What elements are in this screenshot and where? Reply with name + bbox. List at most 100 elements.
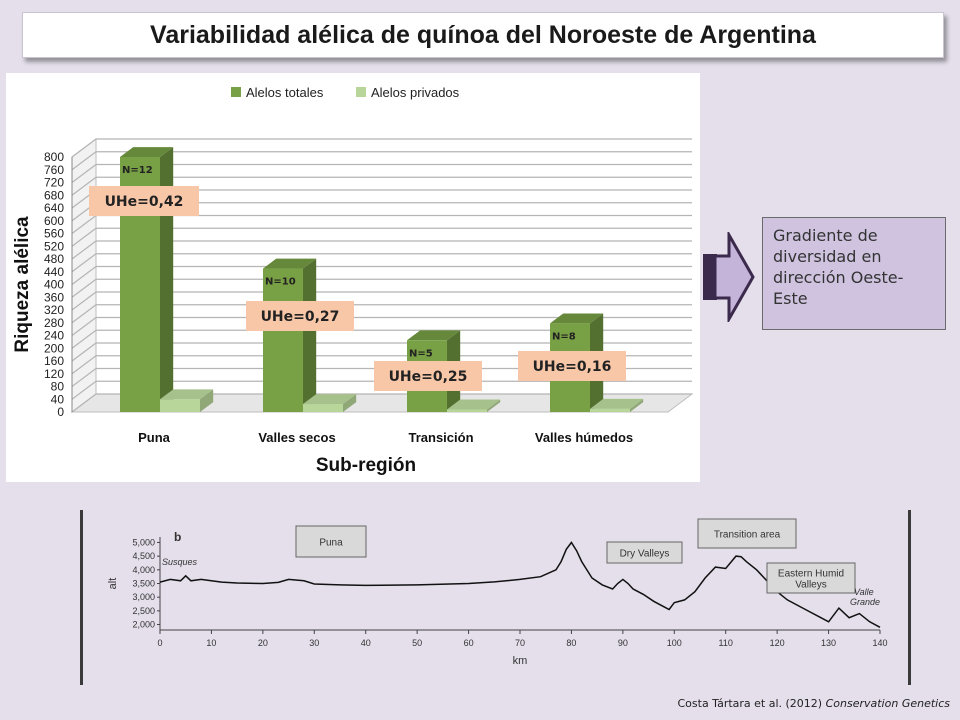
place-label-valle-grande: Valle bbox=[854, 587, 874, 597]
y-axis-title: alt bbox=[107, 578, 119, 590]
region-box-transition: Transition area bbox=[697, 518, 797, 549]
x-tick-label: 50 bbox=[412, 638, 422, 648]
title-bar: Variabilidad alélica de quínoa del Noroe… bbox=[22, 12, 944, 58]
x-tick-label: 90 bbox=[618, 638, 628, 648]
y-tick-label: 200 bbox=[44, 341, 64, 355]
y-tick-label: 680 bbox=[44, 188, 64, 202]
uhe-label: UHe=0,16 bbox=[533, 359, 612, 375]
y-gridline bbox=[71, 367, 692, 387]
y-tick-label: 120 bbox=[44, 367, 64, 381]
y-gridline bbox=[71, 316, 692, 336]
y-tick-label: 480 bbox=[44, 252, 64, 266]
arrow-right-icon bbox=[703, 232, 755, 322]
sample-size-label: N=8 bbox=[552, 331, 576, 342]
y-gridline bbox=[71, 380, 692, 400]
y-gridline bbox=[71, 304, 692, 324]
region-box-puna: Puna bbox=[295, 525, 367, 558]
y-tick-label: 3,000 bbox=[132, 592, 155, 602]
x-tick-label: Valles secos bbox=[258, 430, 335, 445]
x-tick-label: 20 bbox=[258, 638, 268, 648]
bar-alelos-totales bbox=[263, 268, 303, 412]
uhe-box bbox=[246, 301, 354, 331]
page-title: Variabilidad alélica de quínoa del Noroe… bbox=[150, 21, 816, 49]
y-tick-label: 320 bbox=[44, 303, 64, 317]
bar-top bbox=[590, 398, 644, 409]
legend-label: Alelos totales bbox=[246, 85, 324, 100]
diversity-gradient-note: Gradiente de diversidad en dirección Oes… bbox=[762, 217, 946, 330]
x-tick-label: 120 bbox=[770, 638, 785, 648]
bar-top bbox=[120, 147, 174, 157]
x-axis-title: Sub-región bbox=[316, 455, 416, 476]
y-tick-label: 640 bbox=[44, 201, 64, 215]
y-tick-label: 720 bbox=[44, 176, 64, 190]
citation-journal: Conservation Genetics bbox=[825, 697, 950, 710]
place-label-valle-grande: Grande bbox=[850, 597, 880, 607]
x-tick-label: Puna bbox=[138, 430, 171, 445]
y-tick-label: 2,500 bbox=[132, 606, 155, 616]
altitude-profile-chart: 2,000 2,500 3,000 3,500 4,000 4,500 5,000 0 10 20… bbox=[80, 510, 911, 685]
region-box-label: Eastern Humid bbox=[778, 569, 844, 580]
bar-alelos-privados bbox=[303, 404, 343, 412]
citation: Costa Tártara et al. (2012) Conservation… bbox=[677, 697, 950, 710]
bar-side bbox=[630, 398, 644, 412]
y-tick-label: 0 bbox=[57, 405, 64, 419]
uhe-label: UHe=0,25 bbox=[389, 369, 468, 385]
y-gridline bbox=[71, 265, 692, 285]
bar-top bbox=[263, 258, 317, 269]
y-tick-label: 240 bbox=[44, 329, 64, 343]
y-tick-label: 2,000 bbox=[132, 620, 155, 630]
bar-top bbox=[160, 389, 214, 400]
x-tick-label: 40 bbox=[361, 638, 371, 648]
bar-side bbox=[487, 399, 501, 412]
y-tick-label: 80 bbox=[51, 380, 65, 394]
x-tick-label: Valles húmedos bbox=[535, 430, 633, 445]
sample-size-label: N=5 bbox=[409, 348, 433, 359]
y-tick-label: 560 bbox=[44, 227, 64, 241]
uhe-box bbox=[518, 351, 626, 381]
y-tick-label: 760 bbox=[44, 163, 64, 177]
y-gridline bbox=[71, 329, 692, 349]
place-label-susques: Susques bbox=[162, 557, 198, 567]
uhe-label: UHe=0,42 bbox=[105, 194, 184, 210]
bar-side bbox=[303, 258, 317, 412]
legend-label: Alelos privados bbox=[371, 85, 460, 100]
bar-chart-panel: 0 40 80 120 160 200 240 280 320 360 400 440 480 520 56… bbox=[6, 73, 700, 482]
y-tick-label: 600 bbox=[44, 214, 64, 228]
y-gridline bbox=[71, 278, 692, 298]
bar-top bbox=[407, 330, 461, 341]
region-box-label: Puna bbox=[319, 538, 343, 549]
region-box-label: Dry Valleys bbox=[620, 549, 670, 560]
x-tick-label: 100 bbox=[667, 638, 682, 648]
y-gridline bbox=[71, 176, 692, 196]
x-tick-label: 30 bbox=[309, 638, 319, 648]
y-gridline bbox=[71, 355, 692, 375]
uhe-box bbox=[89, 186, 199, 216]
x-tick-label: 0 bbox=[157, 638, 162, 648]
x-tick-label: 80 bbox=[566, 638, 576, 648]
x-tick-label: 140 bbox=[872, 638, 887, 648]
y-gridline bbox=[71, 291, 692, 311]
y-tick-label: 40 bbox=[51, 392, 65, 406]
sample-size-label: N=10 bbox=[265, 277, 296, 288]
y-gridline bbox=[71, 151, 692, 171]
bar-alelos-privados bbox=[447, 409, 487, 412]
uhe-label: UHe=0,27 bbox=[261, 309, 340, 325]
x-tick-label: 130 bbox=[821, 638, 836, 648]
sample-size-label: N=12 bbox=[122, 165, 153, 176]
y-tick-label: 280 bbox=[44, 316, 64, 330]
bar-chart: 0408012016020024028032036040044048052056… bbox=[12, 85, 694, 476]
y-tick-label: 360 bbox=[44, 290, 64, 304]
y-gridline bbox=[71, 163, 692, 183]
y-tick-label: 4,500 bbox=[132, 551, 155, 561]
bar-top bbox=[303, 394, 357, 405]
x-tick-label: 110 bbox=[719, 638, 733, 648]
y-axis-title: Riqueza alélica bbox=[12, 216, 33, 353]
x-tick-label: 10 bbox=[206, 638, 216, 648]
y-gridline bbox=[71, 253, 692, 273]
x-tick-label: 60 bbox=[464, 638, 474, 648]
y-gridline bbox=[71, 227, 692, 247]
region-box-label: Transition area bbox=[714, 530, 781, 541]
y-tick-label: 4,000 bbox=[132, 565, 155, 575]
y-tick-label: 800 bbox=[44, 150, 64, 164]
